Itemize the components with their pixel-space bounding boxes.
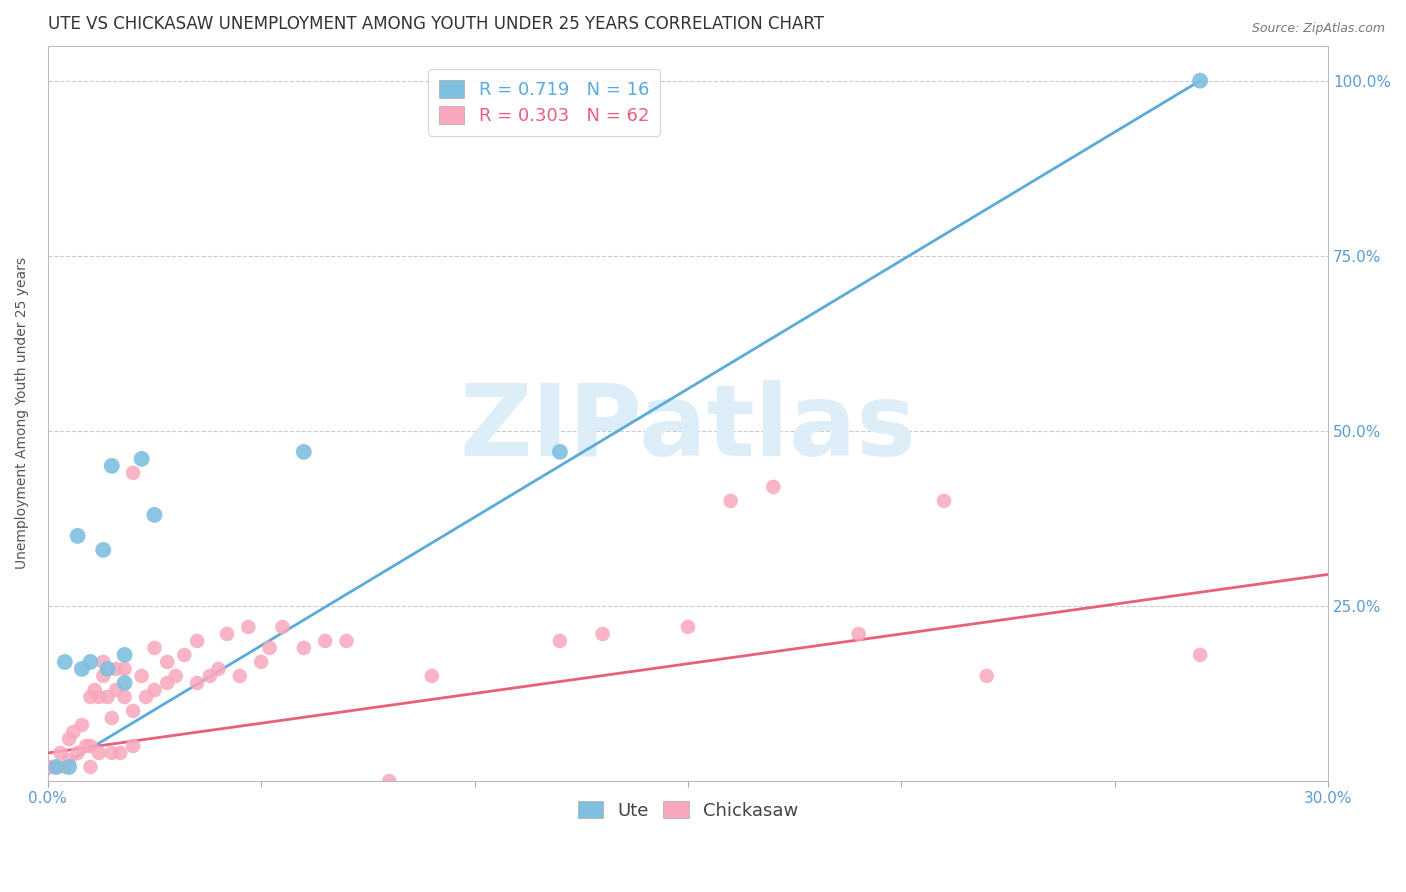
Point (1189, 648, 1212, 662)
Point (143, 640, 166, 655)
Text: UTE VS CHICKASAW UNEMPLOYMENT AMONG YOUTH UNDER 25 YEARS CORRELATION CHART: UTE VS CHICKASAW UNEMPLOYMENT AMONG YOUT… (48, 15, 824, 33)
Point (58, 760, 80, 774)
Point (420, 669, 443, 683)
Point (976, 669, 998, 683)
Point (105, 662, 128, 676)
Point (143, 508, 166, 522)
Point (676, 620, 699, 634)
Point (131, 451, 153, 466)
Point (592, 627, 614, 641)
Point (110, 746, 132, 760)
Point (70, 718, 93, 732)
Point (762, 480, 785, 494)
Point (49, 746, 72, 760)
Point (114, 690, 136, 704)
Point (932, 494, 955, 508)
Point (66, 746, 89, 760)
Text: ZIPatlas: ZIPatlas (460, 379, 917, 476)
Point (66, 529, 89, 543)
Point (165, 669, 187, 683)
Point (271, 620, 294, 634)
Point (238, 620, 260, 634)
Text: Source: ZipAtlas.com: Source: ZipAtlas.com (1251, 22, 1385, 36)
Point (100, 746, 122, 760)
Point (79, 760, 101, 774)
Point (229, 669, 252, 683)
Point (173, 648, 195, 662)
Point (53, 760, 76, 774)
Point (215, 627, 238, 641)
Point (41, 760, 63, 774)
Legend: Ute, Chickasaw: Ute, Chickasaw (571, 794, 806, 827)
Point (45, 760, 67, 774)
Point (96, 690, 118, 704)
Point (292, 640, 315, 655)
Point (848, 627, 870, 641)
Point (548, 445, 571, 459)
Point (96, 662, 118, 676)
Point (122, 739, 145, 753)
Point (156, 655, 179, 669)
Point (135, 690, 157, 704)
Point (58, 753, 80, 767)
Point (186, 634, 208, 648)
Point (122, 704, 145, 718)
Point (91, 655, 114, 669)
Point (335, 634, 357, 648)
Point (45, 760, 67, 774)
Point (75, 739, 97, 753)
Point (122, 466, 145, 480)
Point (1189, 73, 1212, 87)
Point (91, 542, 114, 557)
Point (79, 739, 101, 753)
Point (100, 711, 122, 725)
Point (114, 648, 136, 662)
Point (83, 682, 105, 697)
Y-axis label: Unemployment Among Youth under 25 years: Unemployment Among Youth under 25 years (15, 257, 30, 569)
Point (314, 634, 336, 648)
Point (53, 655, 76, 669)
Point (114, 662, 136, 676)
Point (143, 682, 166, 697)
Point (105, 682, 128, 697)
Point (250, 655, 273, 669)
Point (378, 774, 401, 789)
Point (87, 690, 110, 704)
Point (58, 731, 80, 746)
Point (720, 494, 742, 508)
Point (156, 676, 179, 690)
Point (292, 445, 315, 459)
Point (62, 725, 84, 739)
Point (114, 676, 136, 690)
Point (87, 746, 110, 760)
Point (131, 669, 153, 683)
Point (37, 760, 59, 774)
Point (198, 669, 221, 683)
Point (186, 676, 208, 690)
Point (70, 662, 93, 676)
Point (79, 690, 101, 704)
Point (548, 634, 571, 648)
Point (100, 458, 122, 473)
Point (79, 655, 101, 669)
Point (259, 640, 281, 655)
Point (91, 669, 114, 683)
Point (207, 662, 229, 676)
